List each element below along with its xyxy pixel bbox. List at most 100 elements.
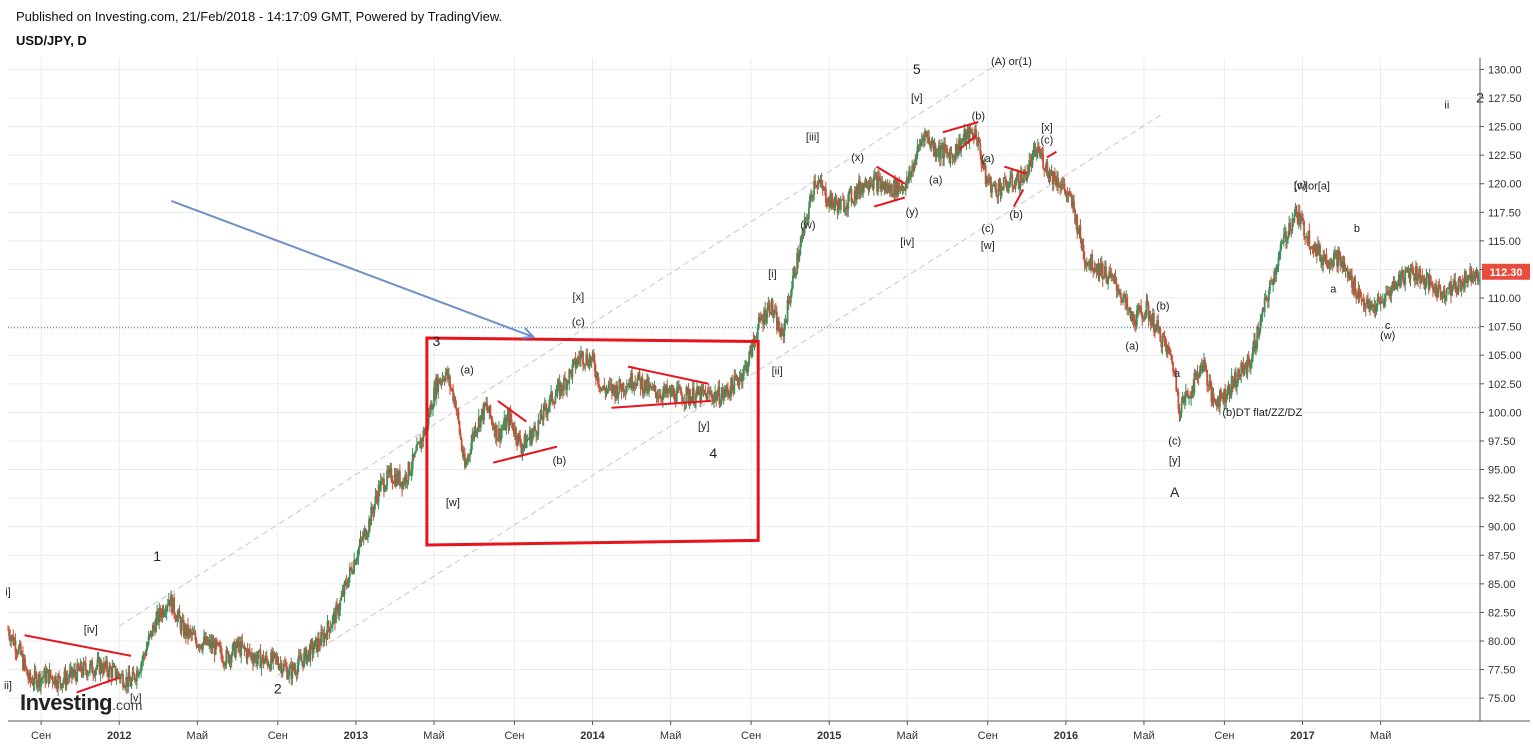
highlight-box[interactable]	[425, 336, 760, 547]
candle-body	[1093, 268, 1096, 272]
candle-body	[1353, 277, 1355, 292]
candle-body	[695, 393, 697, 403]
candle-body	[512, 429, 515, 435]
candle-body	[1261, 308, 1264, 315]
candle-body	[370, 507, 373, 526]
candle-body	[1196, 372, 1199, 376]
candle-body	[538, 420, 541, 422]
candle-body	[331, 616, 334, 626]
candle-body	[955, 144, 958, 156]
wave-label: [w]or[a]	[1294, 180, 1330, 192]
candle-body	[652, 386, 655, 388]
channel-lines[interactable]	[118, 57, 1161, 676]
candle-body	[449, 375, 451, 388]
candle-body	[657, 396, 660, 399]
candle-body	[669, 388, 672, 397]
candle-body	[319, 645, 321, 646]
candle-body	[353, 560, 356, 573]
channel-line[interactable]	[118, 57, 1007, 627]
wave-labels: i]ii][iv][v]123(a)[w](b)[x](c)[y]4[ii][i…	[4, 56, 1484, 705]
candle-body	[849, 188, 852, 191]
wave-label: 2	[274, 681, 282, 697]
candle-body	[621, 383, 624, 392]
price-tick-label: 100.00	[1488, 407, 1522, 419]
candle-body	[361, 538, 364, 540]
candle-body	[433, 387, 435, 407]
candle-body	[944, 143, 947, 150]
candle-body	[1293, 213, 1296, 222]
candle-body	[688, 396, 691, 402]
candle-body	[1175, 375, 1178, 391]
candle-body	[651, 386, 654, 390]
candle-body	[282, 663, 285, 671]
candle-body	[1193, 373, 1196, 393]
candle-body	[1265, 296, 1268, 300]
candle-body	[927, 137, 930, 139]
trend-line[interactable]	[876, 165, 906, 185]
candle-body	[508, 411, 511, 427]
candle-body	[971, 133, 974, 138]
arrow-head[interactable]	[521, 327, 536, 339]
candle-body	[1113, 276, 1116, 278]
candle-body	[616, 385, 619, 398]
candle-body	[229, 656, 232, 663]
candle-body	[406, 480, 409, 483]
candle-body	[404, 474, 407, 484]
candle-body	[12, 634, 15, 645]
candle-body	[498, 428, 500, 440]
candle-body	[1430, 283, 1433, 285]
wave-label: (a)	[1125, 340, 1138, 352]
time-tick-label: Май	[1133, 730, 1155, 742]
candle-body	[88, 671, 90, 674]
candle-body	[177, 610, 180, 616]
candle-body	[182, 619, 185, 636]
candle-body	[344, 581, 347, 583]
candle-body	[413, 452, 416, 458]
candle-body	[1110, 273, 1113, 278]
trend-line[interactable]	[1004, 165, 1026, 175]
candle-body	[247, 648, 250, 650]
candle-body	[159, 608, 162, 616]
candle-body	[289, 665, 292, 669]
drawings[interactable]	[24, 121, 1057, 694]
candle-body	[884, 187, 887, 190]
pointer-arrow[interactable]	[170, 199, 534, 338]
trend-line[interactable]	[24, 634, 132, 657]
candle-body	[708, 391, 711, 395]
trend-line[interactable]	[611, 399, 711, 409]
candle-body	[902, 185, 905, 190]
candle-body	[934, 145, 937, 157]
trend-line[interactable]	[627, 365, 709, 385]
candle-body	[48, 669, 51, 684]
candle-body	[1254, 340, 1256, 350]
candle-body	[58, 675, 61, 677]
candle-body	[1467, 278, 1469, 283]
trend-line[interactable]	[1012, 188, 1025, 208]
candle-body	[941, 145, 943, 149]
candle-body	[622, 383, 625, 392]
candle-body	[1090, 254, 1092, 267]
candle-body	[910, 171, 912, 178]
candle-body	[1465, 270, 1467, 278]
candle-body	[1091, 254, 1094, 271]
trend-line[interactable]	[958, 134, 977, 151]
candle-body	[950, 153, 953, 155]
trend-line[interactable]	[76, 676, 120, 694]
candle-body	[1292, 218, 1295, 222]
trend-line[interactable]	[492, 445, 558, 464]
candle-body	[141, 660, 144, 664]
candle-body	[1127, 307, 1130, 309]
wave-label: (c)	[1294, 179, 1307, 191]
trend-line[interactable]	[942, 121, 979, 134]
candle-body	[1345, 268, 1348, 270]
candle-body	[810, 195, 812, 196]
candle-body	[1280, 243, 1283, 245]
trend-line[interactable]	[497, 400, 527, 423]
candle-body	[157, 610, 160, 623]
trend-line[interactable]	[1046, 150, 1057, 159]
trend-line[interactable]	[873, 196, 906, 208]
candle-body	[854, 190, 857, 201]
candle-body	[196, 645, 199, 647]
price-tick-label: 115.00	[1488, 236, 1521, 248]
